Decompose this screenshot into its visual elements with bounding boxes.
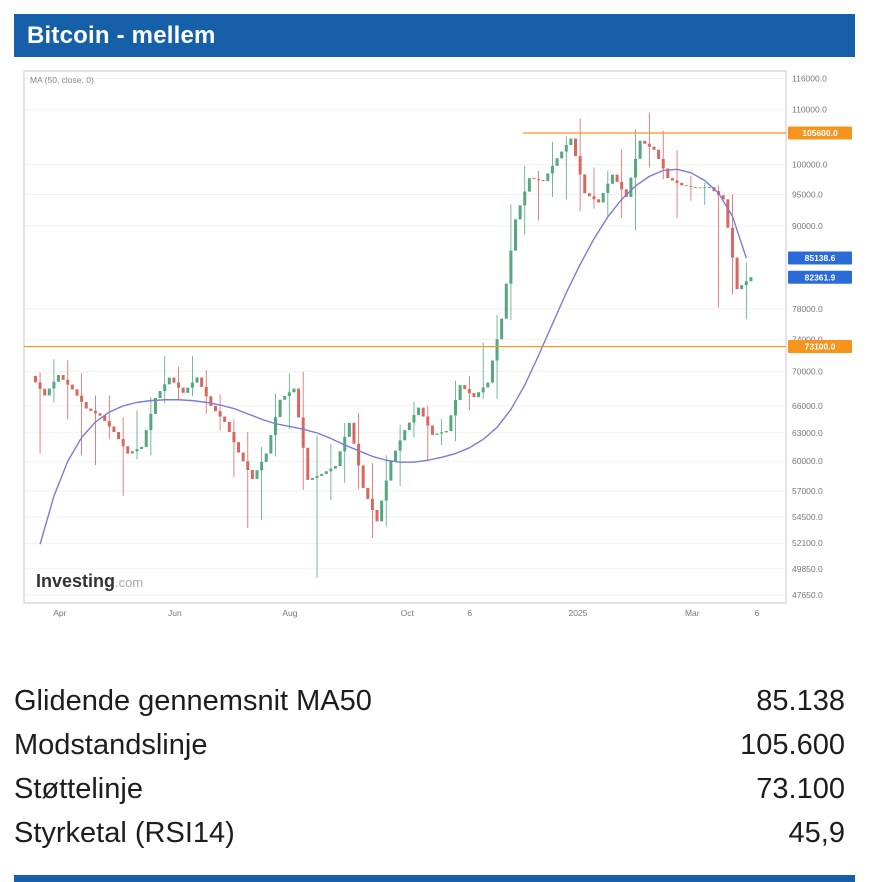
- metric-label: Modstandslinje: [14, 729, 208, 761]
- svg-text:Mar: Mar: [685, 608, 700, 618]
- svg-text:100000.0: 100000.0: [792, 160, 828, 170]
- svg-text:110000.0: 110000.0: [792, 104, 827, 114]
- metric-value: 45,9: [788, 817, 845, 849]
- svg-text:Aug: Aug: [282, 608, 297, 618]
- metric-row-ma50: Glidende gennemsnit MA50 85.138: [14, 679, 855, 723]
- svg-text:60000.0: 60000.0: [792, 456, 823, 466]
- svg-text:116000.0: 116000.0: [792, 73, 827, 83]
- svg-text:82361.9: 82361.9: [805, 272, 836, 282]
- svg-text:95000.0: 95000.0: [792, 189, 823, 199]
- svg-text:74000.0: 74000.0: [792, 334, 823, 344]
- svg-text:70000.0: 70000.0: [792, 367, 823, 377]
- metric-row-resistance: Modstandslinje 105.600: [14, 723, 855, 767]
- bitcoin-price-chart: 116000.0 110000.0 100000.0 95000.0 90000.0 78…: [23, 70, 852, 618]
- metric-row-support: Støttelinje 73.100: [14, 767, 855, 811]
- svg-text:73100.0: 73100.0: [805, 342, 836, 352]
- metric-label: Styrketal (RSI14): [14, 817, 235, 849]
- metric-value: 105.600: [740, 729, 845, 761]
- report-content: Bitcoin - mellem 116000.0 110000.0 100000.…: [14, 14, 855, 855]
- metric-label: Støttelinje: [14, 773, 143, 805]
- svg-text:78000.0: 78000.0: [792, 304, 823, 314]
- svg-text:Jun: Jun: [168, 608, 182, 618]
- svg-text:63000.0: 63000.0: [792, 428, 823, 438]
- svg-text:66000.0: 66000.0: [792, 401, 823, 411]
- metric-value: 73.100: [756, 773, 845, 805]
- metric-label: Glidende gennemsnit MA50: [14, 685, 372, 717]
- svg-text:47650.0: 47650.0: [792, 590, 823, 600]
- svg-text:Apr: Apr: [53, 608, 66, 618]
- svg-text:57000.0: 57000.0: [792, 486, 823, 496]
- bottom-accent-bar: [14, 875, 855, 882]
- svg-text:2025: 2025: [569, 608, 588, 618]
- chart-panel: 116000.0 110000.0 100000.0 95000.0 90000.0 78…: [14, 57, 855, 629]
- header-bar: Bitcoin - mellem: [14, 14, 855, 57]
- svg-text:Investing.com: Investing.com: [36, 571, 143, 591]
- metric-row-rsi: Styrketal (RSI14) 45,9: [14, 811, 855, 855]
- svg-text:54500.0: 54500.0: [792, 512, 823, 522]
- page-title: Bitcoin - mellem: [27, 21, 216, 49]
- svg-text:105600.0: 105600.0: [802, 128, 838, 138]
- svg-text:85138.6: 85138.6: [805, 253, 836, 263]
- svg-text:49850.0: 49850.0: [792, 564, 823, 574]
- svg-text:MA (50, close, 0): MA (50, close, 0): [30, 75, 94, 85]
- svg-text:52100.0: 52100.0: [792, 538, 823, 548]
- metric-value: 85.138: [756, 685, 845, 717]
- svg-text:6: 6: [467, 608, 472, 618]
- svg-text:Oct: Oct: [401, 608, 415, 618]
- metrics-table: Glidende gennemsnit MA50 85.138 Modstand…: [14, 679, 855, 855]
- svg-text:90000.0: 90000.0: [792, 221, 823, 231]
- svg-text:6: 6: [755, 608, 760, 618]
